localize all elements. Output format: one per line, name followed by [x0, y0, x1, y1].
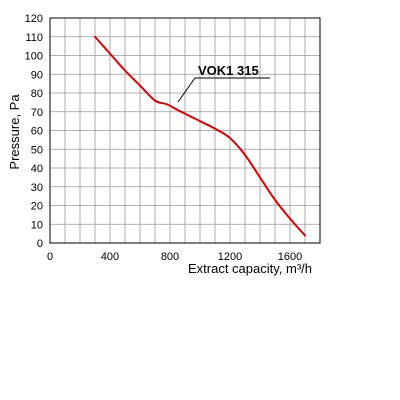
- x-tick-label: 1200: [218, 251, 242, 263]
- x-tick-labels: 0 400 800 1200 1600: [47, 251, 302, 263]
- x-tick-label: 1600: [278, 251, 302, 263]
- y-tick-label: 30: [31, 182, 43, 194]
- y-tick-label: 50: [31, 144, 43, 156]
- x-tick-label: 800: [161, 251, 179, 263]
- y-tick-label: 20: [31, 201, 43, 213]
- series: [94, 35, 306, 237]
- y-tick-label: 10: [31, 219, 43, 231]
- x-tick-label: 400: [101, 251, 119, 263]
- y-tick-label: 40: [31, 163, 43, 175]
- x-tick-label: 0: [47, 251, 53, 263]
- y-tick-label: 90: [31, 69, 43, 81]
- y-tick-label: 120: [25, 13, 43, 25]
- y-tick-label: 100: [25, 51, 43, 63]
- annotation-leader-line: [177, 77, 270, 103]
- y-tick-label: 60: [31, 126, 43, 138]
- y-tick-label: 70: [31, 107, 43, 119]
- y-tick-labels: 0 10 20 30 40 50 60 70 80 90 100 110 120: [25, 13, 43, 250]
- series-label: VOK1 315: [198, 63, 259, 78]
- y-axis-title: Pressure, Pa: [7, 94, 22, 170]
- x-axis-title: Extract capacity, m³/h: [188, 261, 312, 276]
- series-line: [94, 35, 306, 237]
- y-tick-label: 0: [37, 238, 43, 250]
- y-tick-label: 110: [25, 32, 43, 44]
- y-tick-label: 80: [31, 88, 43, 100]
- grid: [49, 17, 321, 244]
- series-annotation: VOK1 315: [177, 63, 270, 103]
- plot-frame: [49, 17, 321, 244]
